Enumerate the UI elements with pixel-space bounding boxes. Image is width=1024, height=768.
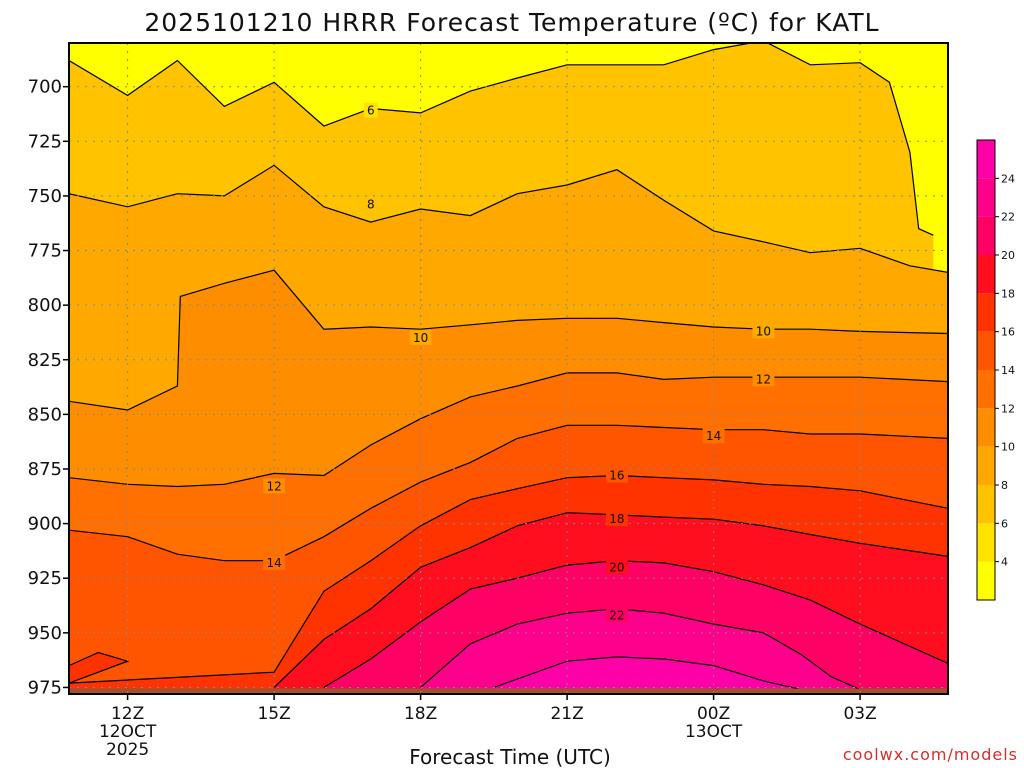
y-tick-label: 750 [28, 186, 62, 207]
contour-label: 10 [413, 331, 428, 345]
x-tick-label: 00Z [697, 704, 730, 724]
colorbar-label: 24 [1001, 172, 1015, 185]
site-watermark[interactable]: coolwx.com/models [843, 745, 1018, 764]
isotherm-18 [273, 512, 948, 688]
colorbar-label: 22 [1001, 211, 1015, 224]
contour-label: 14 [706, 429, 721, 443]
x-tick-label: 18Z [404, 704, 437, 724]
contour-label: 12 [756, 372, 771, 386]
colorbar-label: 16 [1001, 326, 1015, 339]
x-tick-label: 13OCT [685, 722, 743, 742]
contour-label: 20 [609, 560, 624, 574]
isotherm-14 [69, 424, 948, 562]
contour-label: 22 [609, 608, 624, 622]
x-tick-label: 03Z [843, 704, 876, 724]
contour-label-bg [263, 478, 286, 494]
y-tick-label: 800 [28, 295, 62, 316]
colorbar-label: 4 [1001, 556, 1008, 569]
y-tick-label: 725 [28, 131, 62, 152]
x-axis-title: Forecast Time (UTC) [409, 745, 611, 768]
colorbar-swatch [977, 255, 995, 294]
plot-frame [68, 42, 949, 695]
x-tick-label: 21Z [550, 704, 583, 724]
contour-label: 10 [756, 324, 771, 338]
y-tick-label: 875 [28, 459, 62, 480]
colorbar-label: 18 [1001, 287, 1015, 300]
contour-label: 8 [367, 198, 375, 212]
y-tick-label: 900 [28, 514, 62, 535]
y-tick-label: 975 [28, 677, 62, 698]
contour-label: 6 [367, 104, 375, 118]
contour-label-bg [752, 323, 775, 339]
contour-label-bg [263, 554, 286, 570]
colorbar-swatch [977, 523, 995, 562]
colorbar-swatch [977, 370, 995, 409]
ground-strip [69, 688, 948, 694]
colorbar-swatch [977, 140, 995, 179]
isotherm-22 [420, 608, 948, 691]
contour-label-bg [605, 511, 628, 527]
contour-label: 16 [609, 469, 624, 483]
colorbar-swatch [977, 446, 995, 485]
colorbar-label: 6 [1001, 517, 1008, 530]
colorbar-swatch [977, 561, 995, 600]
contour-label-bg [409, 329, 432, 345]
colorbar-swatch [977, 293, 995, 332]
isotherm-8 [69, 164, 948, 273]
contour-label-bg [605, 559, 628, 575]
contour-label-bg [605, 607, 628, 623]
colorbar-label: 12 [1001, 402, 1015, 415]
contour-label-bg [752, 371, 775, 387]
colorbar-label: 10 [1001, 441, 1015, 454]
contour-label-bg [363, 196, 378, 212]
colorbar-label: 8 [1001, 479, 1008, 492]
contour-label-bg [363, 102, 378, 118]
y-tick-label: 700 [28, 77, 62, 98]
x-tick-label: 12OCT [99, 722, 157, 742]
y-tick-label: 825 [28, 350, 62, 371]
temperature-band-above-24 [493, 656, 802, 694]
contour-label-bg [605, 467, 628, 483]
isotherm-6 [69, 43, 934, 236]
colorbar-swatch [977, 485, 995, 524]
y-tick-label: 925 [28, 568, 62, 589]
isotherm-24 [493, 656, 802, 691]
x-tick-label: 12Z [111, 704, 144, 724]
y-tick-label: 775 [28, 241, 62, 262]
y-tick-label: 950 [28, 623, 62, 644]
x-tick-label: 15Z [257, 704, 290, 724]
colorbar-swatch [977, 331, 995, 370]
colorbar-label: 20 [1001, 249, 1015, 262]
contour-label: 18 [609, 512, 624, 526]
contour-label: 12 [266, 479, 281, 493]
colorbar-swatch [977, 408, 995, 447]
contour-label: 14 [266, 556, 281, 570]
chart-title: 2025101210 HRRR Forecast Temperature (ºC… [144, 8, 879, 37]
colorbar-label: 14 [1001, 364, 1015, 377]
y-tick-label: 850 [28, 404, 62, 425]
colorbar-swatch [977, 178, 995, 217]
isotherm-16 [69, 474, 948, 684]
x-tick-label: 2025 [106, 740, 149, 760]
colorbar-swatch [977, 216, 995, 255]
contour-label-bg [702, 428, 725, 444]
